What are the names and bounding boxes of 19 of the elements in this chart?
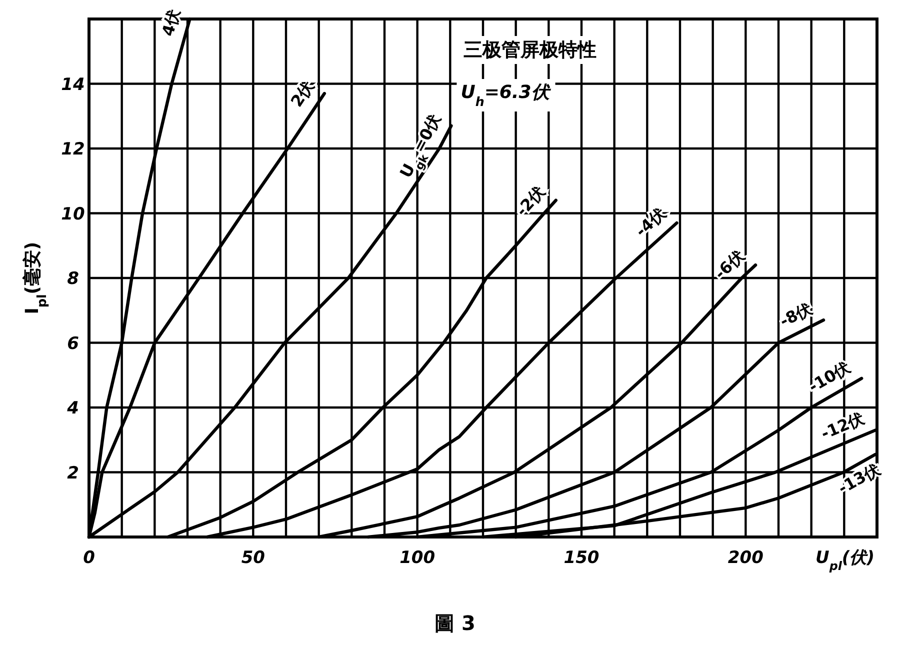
text: -6伏: [710, 245, 749, 284]
x-tick-label: 150: [564, 548, 600, 568]
caption: 圖 3: [434, 611, 476, 635]
x-axis-title: U$_{pl}$(伏): [816, 548, 874, 573]
y-tick-label: 14: [61, 74, 85, 95]
y-tick-label: 8: [67, 269, 80, 289]
x-tick-label: 0: [83, 548, 96, 568]
y-tick-label: 10: [61, 204, 85, 224]
text: -8伏: [776, 298, 816, 331]
text: -2伏: [512, 181, 550, 220]
y-tick-label: 4: [66, 398, 79, 418]
x-tick-label: 100: [400, 548, 436, 568]
text: 三极管屏极特性: [464, 39, 596, 61]
y-tick-label: 2: [67, 463, 79, 484]
x-tick-label: 200: [728, 548, 764, 568]
y-tick-label: 6: [67, 334, 80, 354]
x-tick-label: 50: [241, 548, 266, 568]
text: U$_{h}$=6.3伏: [460, 82, 552, 108]
y-tick-label: 12: [61, 140, 85, 160]
